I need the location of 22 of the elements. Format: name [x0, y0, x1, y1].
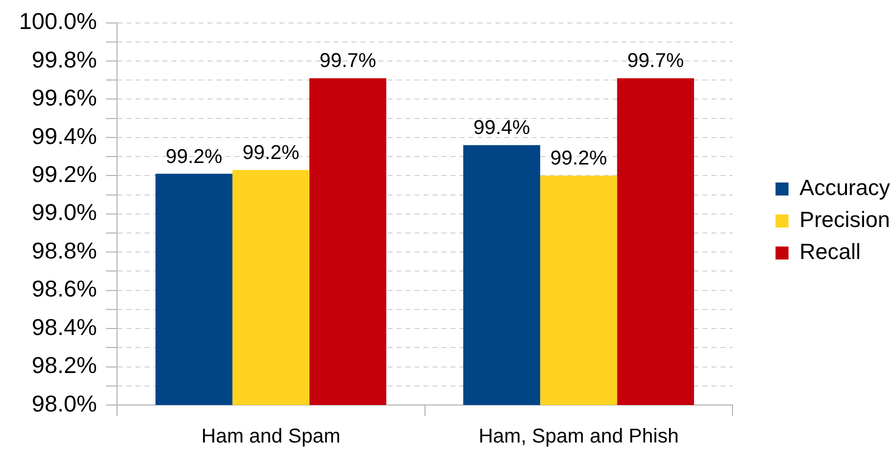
x-tick-label: Ham, Spam and Phish: [478, 426, 679, 448]
y-tick-label: 99.8%: [32, 46, 97, 72]
data-label: 99.7%: [319, 50, 376, 72]
data-label: 99.2%: [550, 148, 608, 170]
data-label: 99.7%: [627, 50, 684, 72]
y-tick-label: 99.2%: [32, 161, 97, 188]
data-label: 99.2%: [166, 146, 223, 168]
y-tick-label: 98.6%: [32, 276, 97, 302]
y-tick-label: 98.4%: [32, 314, 97, 340]
legend-label: Precision: [800, 207, 890, 232]
legend-label: Recall: [800, 239, 861, 264]
y-tick-label: 98.8%: [32, 237, 97, 264]
y-tick-label: 99.0%: [32, 199, 97, 226]
y-tick-label: 99.4%: [32, 122, 97, 149]
y-tick-label: 100.0%: [18, 8, 97, 34]
y-tick-label: 98.0%: [32, 390, 97, 416]
y-tick-label: 99.6%: [32, 84, 97, 111]
data-label: 99.4%: [473, 117, 530, 140]
data-label: 99.2%: [242, 142, 300, 164]
x-tick-label: Ham and Spam: [201, 426, 340, 448]
y-tick-label: 98.2%: [32, 352, 97, 378]
legend-label: Accuracy: [800, 175, 890, 200]
